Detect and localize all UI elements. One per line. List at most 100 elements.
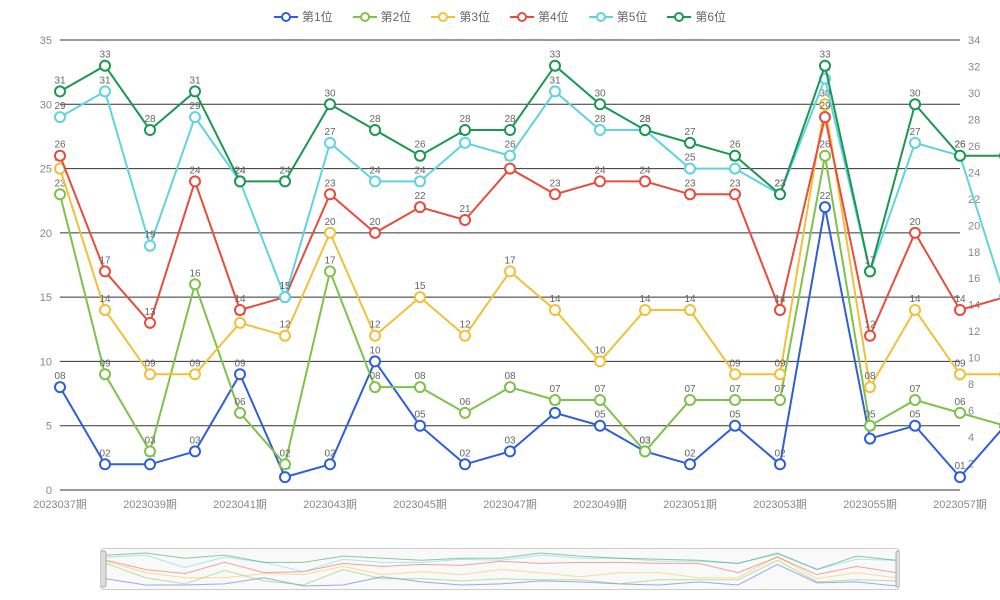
- data-marker[interactable]: [55, 151, 65, 161]
- data-marker[interactable]: [280, 176, 290, 186]
- data-marker[interactable]: [685, 305, 695, 315]
- data-marker[interactable]: [730, 395, 740, 405]
- data-marker[interactable]: [460, 125, 470, 135]
- data-marker[interactable]: [730, 151, 740, 161]
- data-marker[interactable]: [865, 331, 875, 341]
- legend-item[interactable]: 第6位: [667, 8, 726, 25]
- data-marker[interactable]: [100, 305, 110, 315]
- data-marker[interactable]: [235, 176, 245, 186]
- data-marker[interactable]: [595, 176, 605, 186]
- data-marker[interactable]: [640, 446, 650, 456]
- data-marker[interactable]: [415, 176, 425, 186]
- data-marker[interactable]: [955, 151, 965, 161]
- data-marker[interactable]: [190, 446, 200, 456]
- data-marker[interactable]: [820, 202, 830, 212]
- data-marker[interactable]: [280, 292, 290, 302]
- data-marker[interactable]: [325, 189, 335, 199]
- data-marker[interactable]: [415, 202, 425, 212]
- range-slider[interactable]: [100, 548, 900, 590]
- data-marker[interactable]: [55, 189, 65, 199]
- data-marker[interactable]: [955, 408, 965, 418]
- data-marker[interactable]: [325, 228, 335, 238]
- data-marker[interactable]: [595, 395, 605, 405]
- data-marker[interactable]: [910, 99, 920, 109]
- data-marker[interactable]: [910, 228, 920, 238]
- data-marker[interactable]: [775, 189, 785, 199]
- data-marker[interactable]: [190, 176, 200, 186]
- data-marker[interactable]: [685, 459, 695, 469]
- data-marker[interactable]: [370, 382, 380, 392]
- data-marker[interactable]: [100, 61, 110, 71]
- data-marker[interactable]: [730, 369, 740, 379]
- data-marker[interactable]: [145, 369, 155, 379]
- data-marker[interactable]: [190, 86, 200, 96]
- data-marker[interactable]: [505, 151, 515, 161]
- data-marker[interactable]: [460, 215, 470, 225]
- data-marker[interactable]: [415, 292, 425, 302]
- data-marker[interactable]: [190, 279, 200, 289]
- data-marker[interactable]: [910, 305, 920, 315]
- data-marker[interactable]: [460, 459, 470, 469]
- data-marker[interactable]: [370, 228, 380, 238]
- data-marker[interactable]: [955, 472, 965, 482]
- data-marker[interactable]: [505, 125, 515, 135]
- data-marker[interactable]: [145, 241, 155, 251]
- data-marker[interactable]: [505, 446, 515, 456]
- legend-item[interactable]: 第1位: [274, 8, 333, 25]
- data-marker[interactable]: [865, 266, 875, 276]
- data-marker[interactable]: [865, 421, 875, 431]
- data-marker[interactable]: [370, 356, 380, 366]
- data-marker[interactable]: [595, 125, 605, 135]
- data-marker[interactable]: [550, 395, 560, 405]
- data-marker[interactable]: [460, 408, 470, 418]
- legend-item[interactable]: 第4位: [510, 8, 569, 25]
- data-marker[interactable]: [595, 99, 605, 109]
- data-marker[interactable]: [55, 382, 65, 392]
- data-marker[interactable]: [550, 189, 560, 199]
- data-marker[interactable]: [505, 382, 515, 392]
- data-marker[interactable]: [325, 266, 335, 276]
- data-marker[interactable]: [280, 472, 290, 482]
- legend-item[interactable]: 第2位: [353, 8, 412, 25]
- data-marker[interactable]: [550, 408, 560, 418]
- data-marker[interactable]: [415, 382, 425, 392]
- data-marker[interactable]: [685, 138, 695, 148]
- legend-item[interactable]: 第3位: [431, 8, 490, 25]
- data-marker[interactable]: [235, 369, 245, 379]
- data-marker[interactable]: [235, 408, 245, 418]
- data-marker[interactable]: [505, 164, 515, 174]
- data-marker[interactable]: [415, 421, 425, 431]
- data-marker[interactable]: [955, 305, 965, 315]
- data-marker[interactable]: [280, 331, 290, 341]
- data-marker[interactable]: [145, 446, 155, 456]
- data-marker[interactable]: [100, 369, 110, 379]
- data-marker[interactable]: [595, 421, 605, 431]
- data-marker[interactable]: [820, 112, 830, 122]
- data-marker[interactable]: [730, 164, 740, 174]
- data-marker[interactable]: [100, 86, 110, 96]
- data-marker[interactable]: [595, 356, 605, 366]
- data-marker[interactable]: [955, 369, 965, 379]
- data-marker[interactable]: [820, 151, 830, 161]
- data-marker[interactable]: [415, 151, 425, 161]
- data-marker[interactable]: [235, 305, 245, 315]
- data-marker[interactable]: [460, 331, 470, 341]
- data-marker[interactable]: [190, 369, 200, 379]
- data-marker[interactable]: [55, 86, 65, 96]
- data-marker[interactable]: [910, 138, 920, 148]
- data-marker[interactable]: [685, 189, 695, 199]
- data-marker[interactable]: [55, 112, 65, 122]
- data-marker[interactable]: [235, 318, 245, 328]
- data-marker[interactable]: [775, 369, 785, 379]
- data-marker[interactable]: [910, 395, 920, 405]
- data-marker[interactable]: [370, 176, 380, 186]
- data-marker[interactable]: [460, 138, 470, 148]
- data-marker[interactable]: [505, 266, 515, 276]
- slider-handle[interactable]: [101, 551, 106, 587]
- data-marker[interactable]: [775, 305, 785, 315]
- data-marker[interactable]: [100, 266, 110, 276]
- data-marker[interactable]: [325, 459, 335, 469]
- data-marker[interactable]: [865, 382, 875, 392]
- legend-item[interactable]: 第5位: [589, 8, 648, 25]
- data-marker[interactable]: [775, 459, 785, 469]
